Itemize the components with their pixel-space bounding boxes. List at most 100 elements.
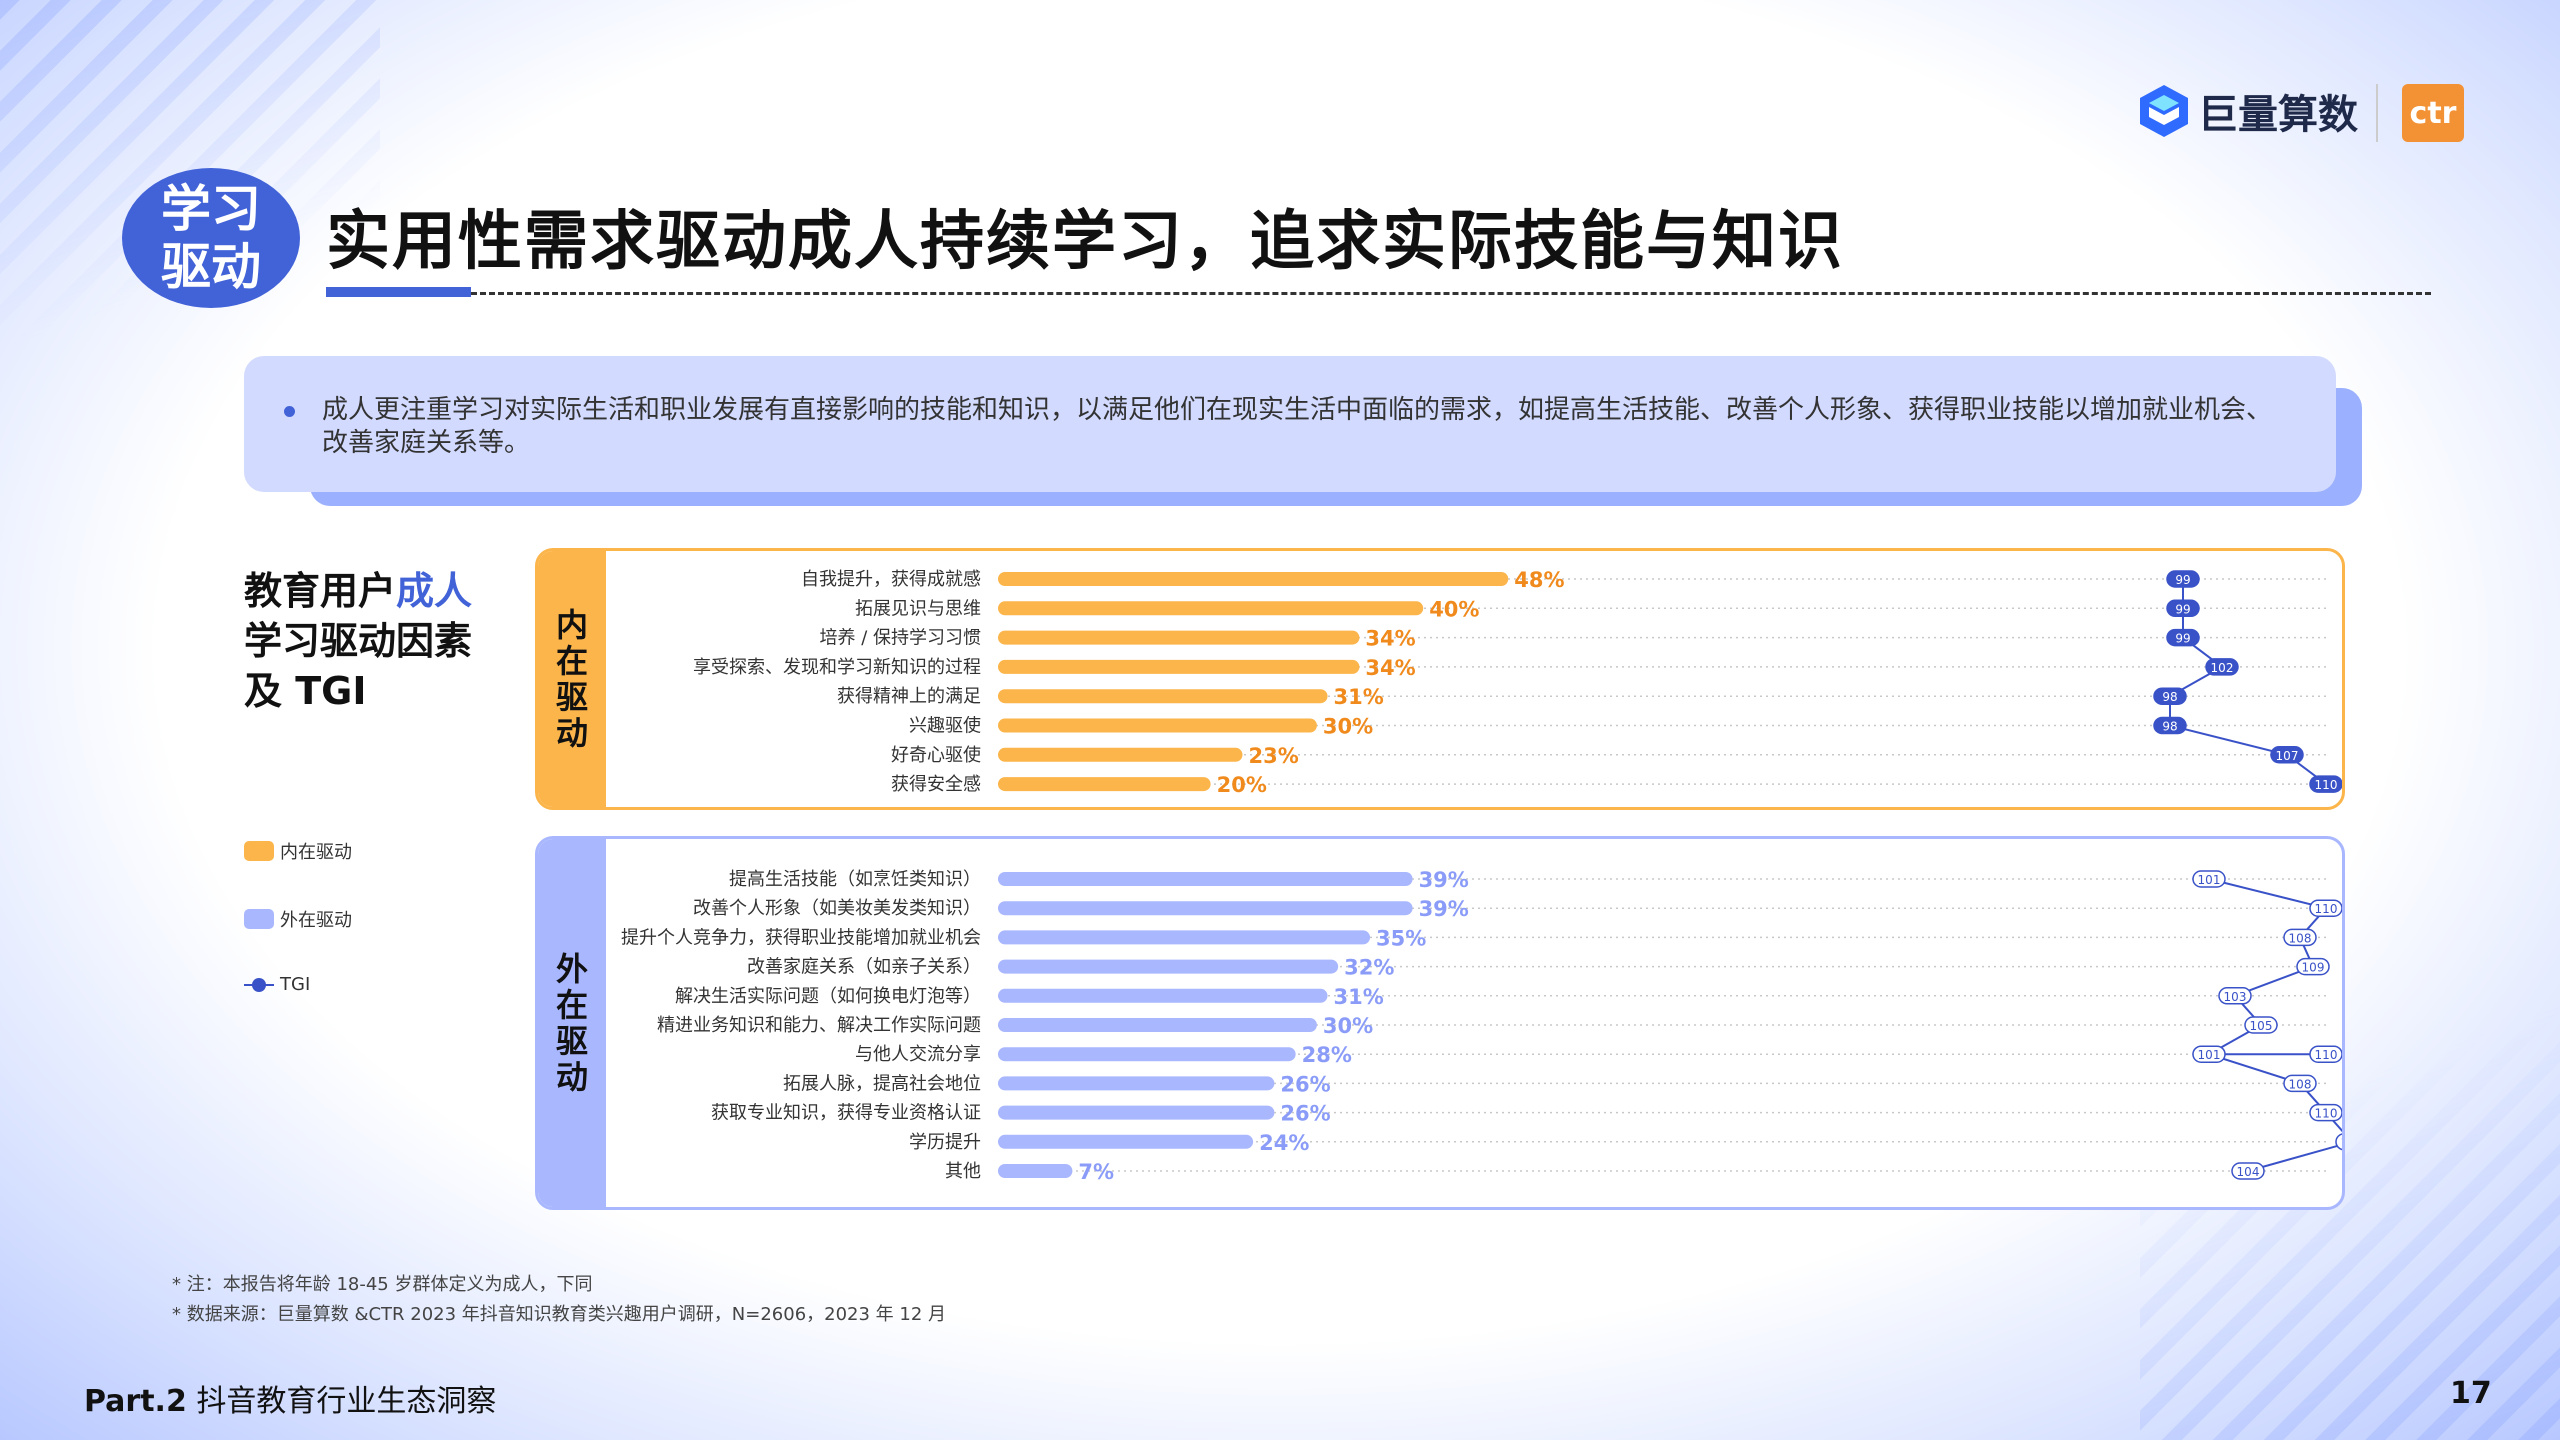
badge-line-2: 驱动 [161, 238, 261, 296]
data-label: 26% [1280, 1072, 1330, 1096]
data-label: 23% [1248, 744, 1298, 768]
category-label: 学历提升 [909, 1132, 981, 1153]
category-label: 提升个人竞争力，获得职业技能增加就业机会 [621, 927, 981, 948]
ocean-engine-logo: 巨量算数 [2138, 82, 2358, 140]
data-label: 48% [1514, 568, 1564, 592]
legend-outer: 外在驱动 [244, 906, 352, 932]
tgi-label: 99 [2175, 632, 2190, 646]
data-label: 31% [1334, 685, 1384, 709]
category-label: 改善个人形象（如美妆美发类知识） [693, 898, 981, 919]
bar [998, 1047, 1296, 1062]
legend-outer-swatch [244, 909, 274, 929]
data-label: 20% [1217, 773, 1267, 797]
data-label: 40% [1429, 597, 1479, 621]
bar [998, 1164, 1073, 1178]
category-label: 拓展见识与思维 [855, 598, 981, 619]
bar [998, 689, 1328, 704]
bar [998, 988, 1328, 1003]
tgi-marker [2309, 775, 2342, 793]
category-label: 兴趣驱使 [909, 716, 981, 737]
data-label: 30% [1323, 715, 1373, 739]
cube-logo-icon [2138, 83, 2190, 139]
tgi-label: 98 [2162, 690, 2177, 704]
bar [998, 1076, 1275, 1091]
category-label: 精进业务知识和能力、解决工作实际问题 [657, 1015, 981, 1036]
tgi-label: 110 [2315, 778, 2338, 792]
bar [998, 1134, 1254, 1149]
data-label: 35% [1376, 926, 1426, 950]
data-label: 34% [1365, 656, 1415, 680]
category-label: 拓展人脉，提高社会地位 [783, 1073, 981, 1094]
tgi-marker [2283, 928, 2317, 947]
legend-inner: 内在驱动 [244, 838, 352, 864]
tgi-label: 110 [2315, 1107, 2338, 1121]
tgi-marker [2270, 746, 2304, 764]
tgi-marker [2192, 870, 2226, 888]
legend-tgi: TGI [244, 974, 310, 995]
footnote-source: * 数据来源：巨量算数 &CTR 2023 年抖音知识教育类兴趣用户调研，N=2… [172, 1304, 947, 1325]
summary-text: 成人更注重学习对实际生活和职业发展有直接影响的技能和知识，以满足他们在现实生活中… [322, 395, 2273, 458]
tgi-label: 112 [2341, 1136, 2342, 1150]
outer-tab-label: 外在驱动 [555, 950, 588, 1096]
tgi-label: 107 [2276, 749, 2299, 763]
bar [998, 1018, 1317, 1032]
tgi-marker [2309, 1045, 2342, 1063]
category-label: 获得精神上的满足 [837, 686, 981, 707]
inner-drivers-tab: 内在驱动 [538, 551, 606, 807]
inner-drivers-panel: 内在驱动 自我提升，获得成就感 48% 拓展见识与思维 40% 培养 / 保持学习习惯 3… [535, 548, 2345, 810]
category-label: 自我提升，获得成就感 [801, 569, 981, 590]
inner-drivers-chart: 自我提升，获得成就感 48% 拓展见识与思维 40% 培养 / 保持学习习惯 34% 享受探… [693, 568, 2342, 797]
tgi-marker [2335, 1133, 2342, 1151]
tgi-label: 108 [2289, 1077, 2312, 1091]
tgi-label: 98 [2162, 720, 2177, 734]
outer-drivers-panel: 外在驱动 提高生活技能（如烹饪类知识） 39% 改善个人形象（如美妆美发类知识） 39… [535, 836, 2345, 1210]
badge-line-1: 学习 [161, 180, 261, 238]
ctr-logo: ctr [2402, 84, 2464, 142]
data-label: 31% [1334, 985, 1384, 1009]
data-label: 34% [1365, 627, 1415, 651]
title-underline-accent [326, 287, 471, 297]
page-number: 17 [2450, 1376, 2492, 1411]
legend-outer-label: 外在驱动 [280, 910, 352, 931]
data-label: 32% [1344, 956, 1394, 980]
tgi-marker [2244, 1016, 2278, 1034]
bullet-icon [284, 406, 295, 417]
legend-inner-swatch [244, 841, 274, 861]
tgi-marker [2218, 987, 2252, 1005]
category-label: 获得安全感 [891, 774, 981, 795]
bar [998, 777, 1211, 792]
tgi-label: 102 [2211, 661, 2234, 675]
bar [998, 930, 1371, 945]
bar [998, 872, 1413, 886]
tgi-label: 110 [2315, 1048, 2338, 1062]
data-label: 26% [1280, 1102, 1330, 1126]
category-label: 培养 / 保持学习习惯 [819, 628, 981, 649]
legend-tgi-label: TGI [280, 974, 311, 995]
summary-box: 成人更注重学习对实际生活和职业发展有直接影响的技能和知识，以满足他们在现实生活中… [244, 356, 2336, 492]
tgi-label: 104 [2237, 1165, 2260, 1179]
legend-inner-label: 内在驱动 [280, 842, 352, 863]
bar [998, 630, 1360, 645]
tgi-marker [2309, 899, 2342, 917]
category-label: 解决生活实际问题（如何换电灯泡等） [675, 986, 981, 1007]
tgi-label: 103 [2224, 990, 2247, 1004]
bar [998, 1105, 1275, 1120]
bar [998, 601, 1424, 616]
tgi-label: 101 [2198, 1048, 2221, 1062]
footnote-definition: * 注：本报告将年龄 18-45 岁群体定义为成人，下同 [172, 1274, 593, 1295]
tgi-marker [2166, 570, 2200, 588]
footer-part: Part.2 [84, 1384, 187, 1419]
side-title-line-3: 及 TGI [244, 669, 367, 713]
ocean-logo-text: 巨量算数 [2198, 92, 2358, 138]
category-label: 享受探索、发现和学习新知识的过程 [693, 657, 981, 678]
tgi-marker [2296, 957, 2330, 976]
tgi-label: 110 [2315, 902, 2338, 916]
category-label: 与他人交流分享 [855, 1044, 981, 1065]
outer-drivers-chart: 提高生活技能（如烹饪类知识） 39% 改善个人形象（如美妆美发类知识） 39% 提升个人… [621, 868, 2342, 1184]
tgi-label: 99 [2175, 573, 2190, 587]
chart-side-title: 教育用户成人 学习驱动因素 及 TGI [244, 566, 472, 716]
data-label: 39% [1419, 868, 1469, 892]
section-badge: 学习 驱动 [122, 168, 300, 308]
category-label: 改善家庭关系（如亲子关系） [747, 957, 981, 978]
tgi-marker [2153, 716, 2187, 735]
